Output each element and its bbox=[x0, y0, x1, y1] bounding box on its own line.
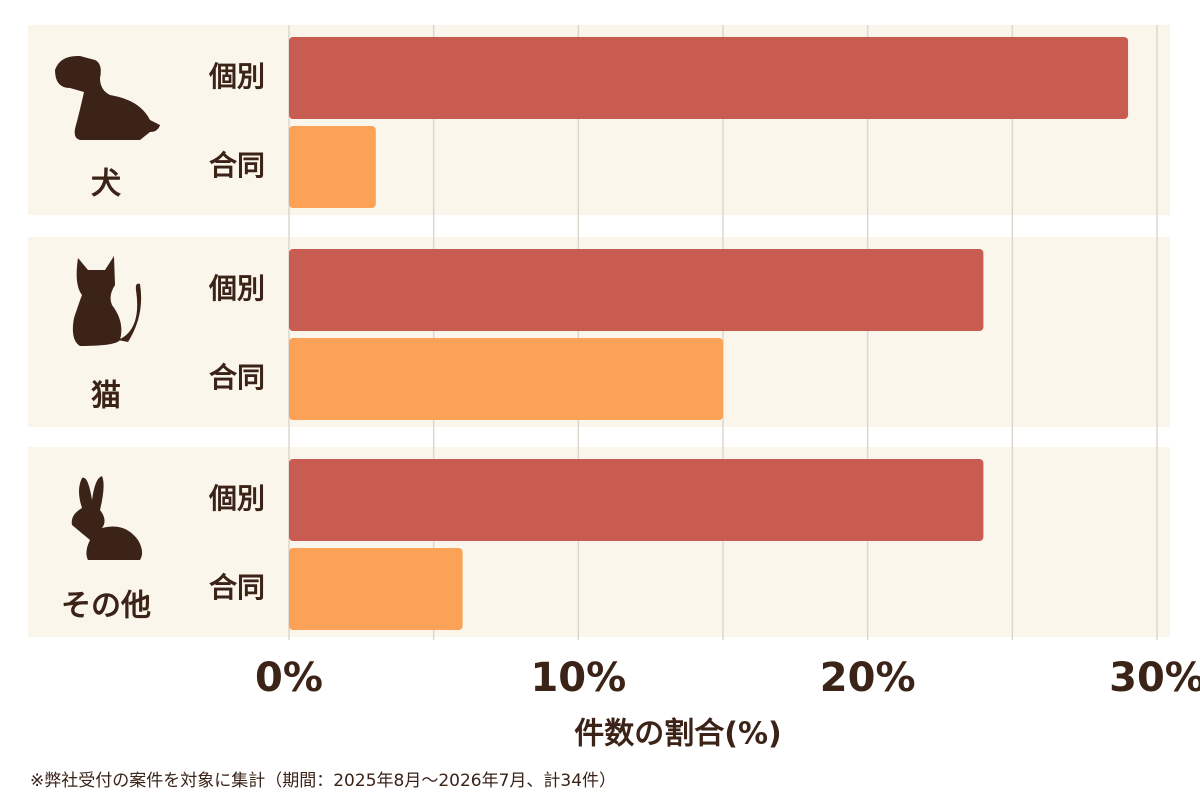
x-tick-label: 0% bbox=[255, 655, 323, 701]
rabbit-icon bbox=[71, 476, 143, 560]
x-tick-label: 30% bbox=[1109, 655, 1200, 701]
x-axis-label: 件数の割合(%) bbox=[574, 717, 781, 752]
series-label: 個別 bbox=[208, 482, 265, 515]
dog-icon bbox=[55, 55, 160, 140]
series-label: 合同 bbox=[209, 361, 265, 394]
bar bbox=[289, 548, 463, 630]
category-label: 猫 bbox=[91, 379, 121, 414]
bar bbox=[289, 126, 376, 208]
category-label: 犬 bbox=[91, 167, 121, 202]
cat-icon bbox=[72, 256, 142, 346]
series-label: 合同 bbox=[209, 571, 265, 604]
x-tick-label: 10% bbox=[530, 655, 626, 701]
category-label: その他 bbox=[61, 589, 151, 624]
bar bbox=[289, 338, 723, 420]
bar bbox=[289, 249, 984, 331]
footnote: ※弊社受付の案件を対象に集計（期間：2025年8月～2026年7月、計34件） bbox=[30, 771, 616, 791]
series-label: 合同 bbox=[209, 149, 265, 182]
series-label: 個別 bbox=[208, 60, 265, 93]
x-tick-label: 20% bbox=[820, 655, 916, 701]
bar bbox=[289, 459, 984, 541]
bar bbox=[289, 37, 1129, 119]
series-label: 個別 bbox=[208, 272, 265, 305]
